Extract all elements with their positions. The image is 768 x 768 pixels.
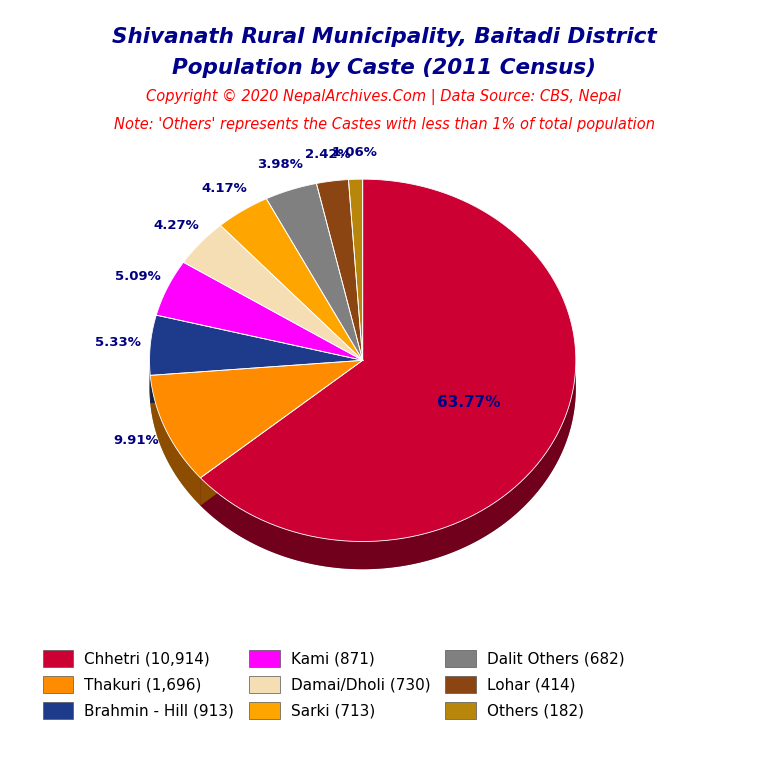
- Text: Copyright © 2020 NepalArchives.Com | Data Source: CBS, Nepal: Copyright © 2020 NepalArchives.Com | Dat…: [147, 89, 621, 105]
- Polygon shape: [200, 356, 576, 569]
- Text: 5.09%: 5.09%: [115, 270, 161, 283]
- Polygon shape: [200, 179, 576, 541]
- Legend: Chhetri (10,914), Thakuri (1,696), Brahmin - Hill (913), Kami (871), Damai/Dholi: Chhetri (10,914), Thakuri (1,696), Brahm…: [38, 645, 629, 724]
- Polygon shape: [151, 376, 200, 505]
- Polygon shape: [184, 226, 362, 360]
- Polygon shape: [151, 360, 362, 403]
- Polygon shape: [200, 360, 362, 505]
- Text: 3.98%: 3.98%: [257, 157, 303, 170]
- Polygon shape: [156, 263, 362, 360]
- Text: 9.91%: 9.91%: [114, 434, 159, 447]
- Text: 4.27%: 4.27%: [154, 219, 199, 232]
- Polygon shape: [151, 360, 362, 478]
- Text: Note: 'Others' represents the Castes with less than 1% of total population: Note: 'Others' represents the Castes wit…: [114, 117, 654, 132]
- Polygon shape: [151, 360, 362, 403]
- Text: 1.06%: 1.06%: [332, 146, 377, 158]
- Text: Shivanath Rural Municipality, Baitadi District: Shivanath Rural Municipality, Baitadi Di…: [111, 27, 657, 47]
- Text: Population by Caste (2011 Census): Population by Caste (2011 Census): [172, 58, 596, 78]
- Polygon shape: [316, 180, 362, 360]
- Polygon shape: [220, 199, 362, 360]
- Polygon shape: [349, 179, 362, 360]
- Text: 5.33%: 5.33%: [95, 336, 141, 349]
- Text: 4.17%: 4.17%: [201, 182, 247, 195]
- Text: 2.42%: 2.42%: [305, 147, 351, 161]
- Ellipse shape: [150, 207, 576, 569]
- Polygon shape: [150, 315, 362, 376]
- Polygon shape: [266, 184, 362, 360]
- Polygon shape: [200, 360, 362, 505]
- Text: 63.77%: 63.77%: [437, 395, 501, 409]
